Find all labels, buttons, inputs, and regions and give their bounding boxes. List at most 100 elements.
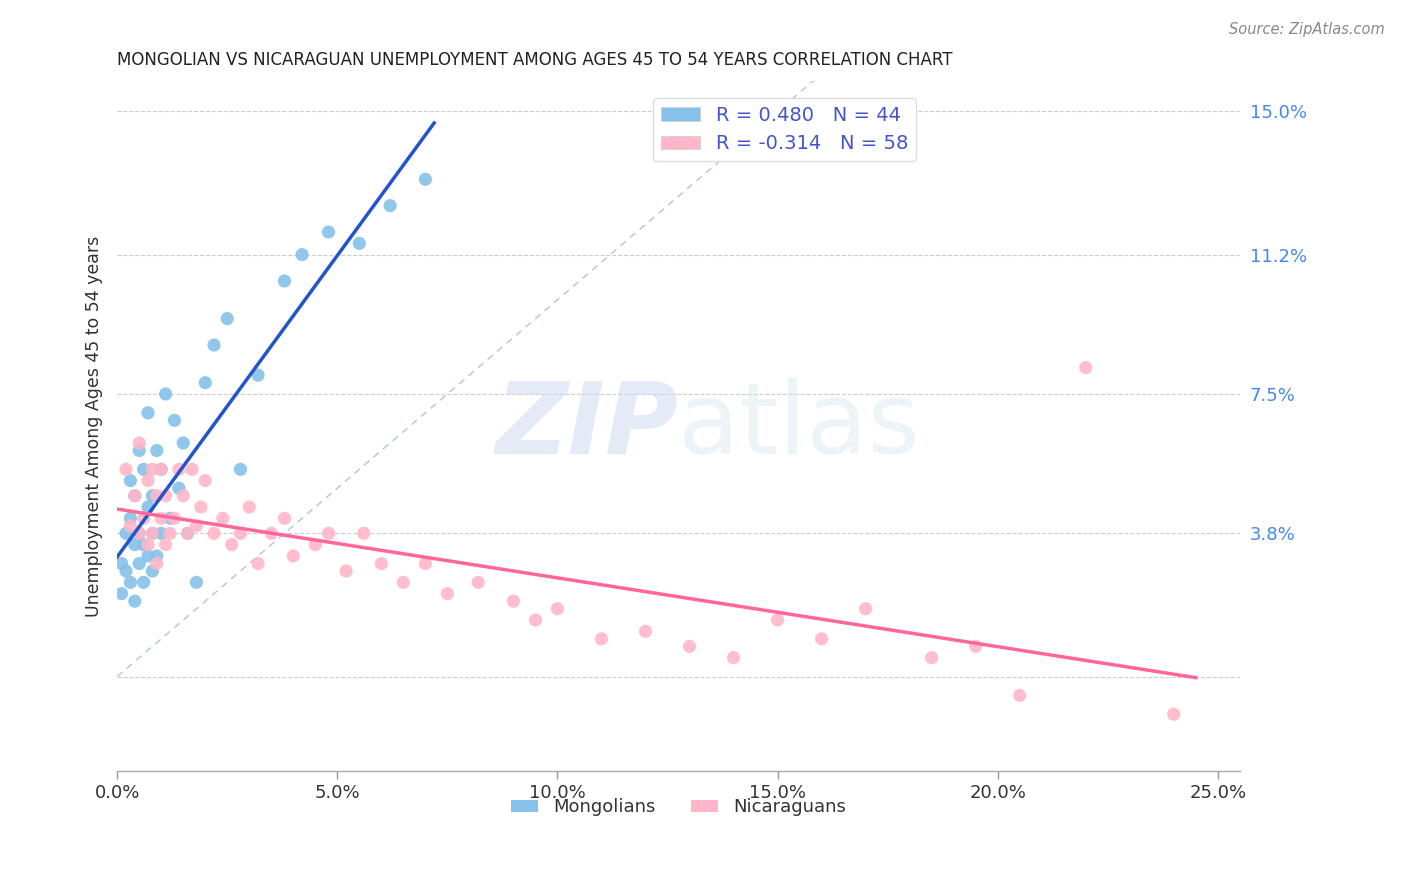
Point [546,601,568,615]
Point [415,557,437,571]
Point [370,557,392,571]
Point [1163,707,1185,722]
Point [349,236,371,251]
Point [304,538,326,552]
Point [141,462,163,476]
Point [273,274,295,288]
Point [163,511,186,525]
Point [247,368,270,383]
Point [155,489,177,503]
Point [132,511,155,525]
Point [186,575,208,590]
Text: atlas: atlas [679,377,920,475]
Point [190,500,212,514]
Point [217,311,239,326]
Point [194,474,217,488]
Point [150,462,173,476]
Y-axis label: Unemployment Among Ages 45 to 54 years: Unemployment Among Ages 45 to 54 years [86,235,103,616]
Point [150,462,173,476]
Point [136,474,159,488]
Point [221,538,243,552]
Point [110,587,132,601]
Point [965,640,987,654]
Point [167,462,190,476]
Point [247,557,270,571]
Point [194,376,217,390]
Point [167,481,190,495]
Point [855,601,877,615]
Point [1008,689,1031,703]
Point [181,462,204,476]
Point [211,511,233,525]
Point [128,526,150,541]
Point [502,594,524,608]
Point [128,557,150,571]
Point [120,511,142,525]
Point [238,500,260,514]
Point [921,650,943,665]
Point [159,526,181,541]
Point [318,225,340,239]
Point [146,549,169,563]
Point [378,199,401,213]
Point [291,247,314,261]
Point [229,462,252,476]
Point [766,613,789,627]
Point [141,526,163,541]
Point [124,538,146,552]
Point [120,474,142,488]
Point [136,549,159,563]
Point [120,519,142,533]
Point [150,526,173,541]
Point [273,511,295,525]
Text: Source: ZipAtlas.com: Source: ZipAtlas.com [1229,22,1385,37]
Point [124,489,146,503]
Point [172,436,194,450]
Point [146,489,169,503]
Point [128,443,150,458]
Point [132,575,155,590]
Point [283,549,305,563]
Text: ZIP: ZIP [495,377,679,475]
Point [115,462,138,476]
Point [150,511,173,525]
Point [124,594,146,608]
Point [229,526,252,541]
Point [146,443,169,458]
Point [1074,360,1097,375]
Point [260,526,283,541]
Point [155,387,177,401]
Point [110,557,132,571]
Point [176,526,198,541]
Point [136,500,159,514]
Point [524,613,547,627]
Point [163,413,186,427]
Point [155,538,177,552]
Point [124,489,146,503]
Point [467,575,489,590]
Point [159,511,181,525]
Point [335,564,357,578]
Point [723,650,745,665]
Point [202,338,225,352]
Point [115,526,138,541]
Point [128,436,150,450]
Point [136,538,159,552]
Point [810,632,832,646]
Point [392,575,415,590]
Point [634,624,657,639]
Point [146,557,169,571]
Point [436,587,458,601]
Point [172,489,194,503]
Point [318,526,340,541]
Legend: Mongolians, Nicaraguans: Mongolians, Nicaraguans [505,791,853,823]
Text: MONGOLIAN VS NICARAGUAN UNEMPLOYMENT AMONG AGES 45 TO 54 YEARS CORRELATION CHART: MONGOLIAN VS NICARAGUAN UNEMPLOYMENT AMO… [117,51,953,69]
Point [141,489,163,503]
Point [136,406,159,420]
Point [415,172,437,186]
Point [120,575,142,590]
Point [115,564,138,578]
Point [132,538,155,552]
Point [176,526,198,541]
Point [132,462,155,476]
